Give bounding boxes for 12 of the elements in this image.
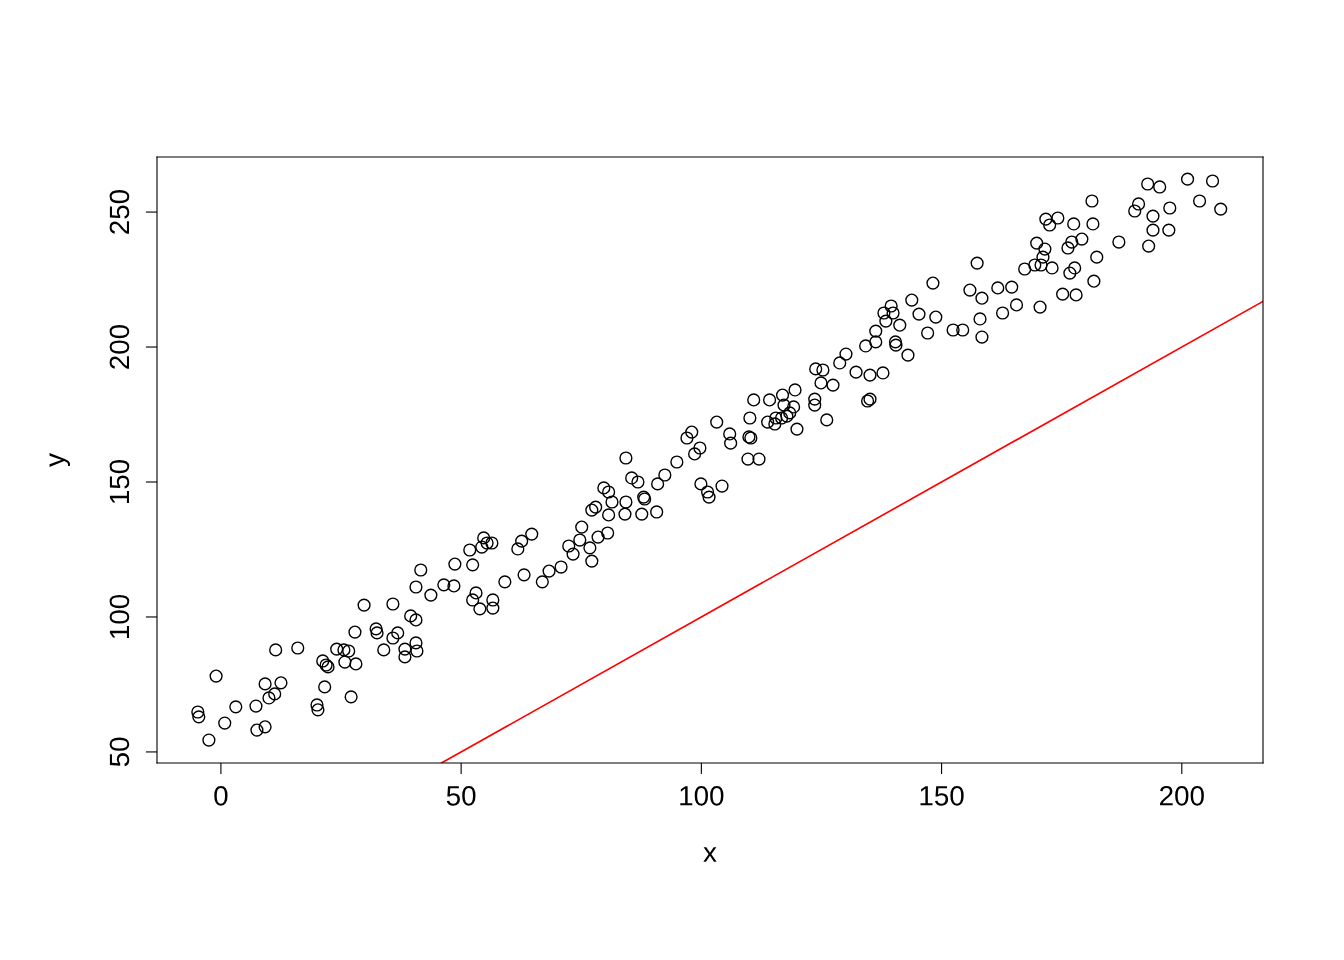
x-tick-label: 200 <box>1160 785 1204 806</box>
y-tick-label: 250 <box>109 189 130 234</box>
y-tick-label: 200 <box>109 324 130 369</box>
y-tick-label: 150 <box>109 459 130 504</box>
y-tick-label: 50 <box>109 737 130 767</box>
x-axis-title: x <box>703 847 717 862</box>
x-tick-label: 150 <box>920 785 964 806</box>
x-tick-label: 100 <box>680 785 724 806</box>
x-tick-label: 50 <box>446 785 476 806</box>
x-tick-label: 0 <box>214 785 228 806</box>
y-axis-title: y <box>49 453 70 467</box>
y-tick-label: 100 <box>109 594 130 639</box>
